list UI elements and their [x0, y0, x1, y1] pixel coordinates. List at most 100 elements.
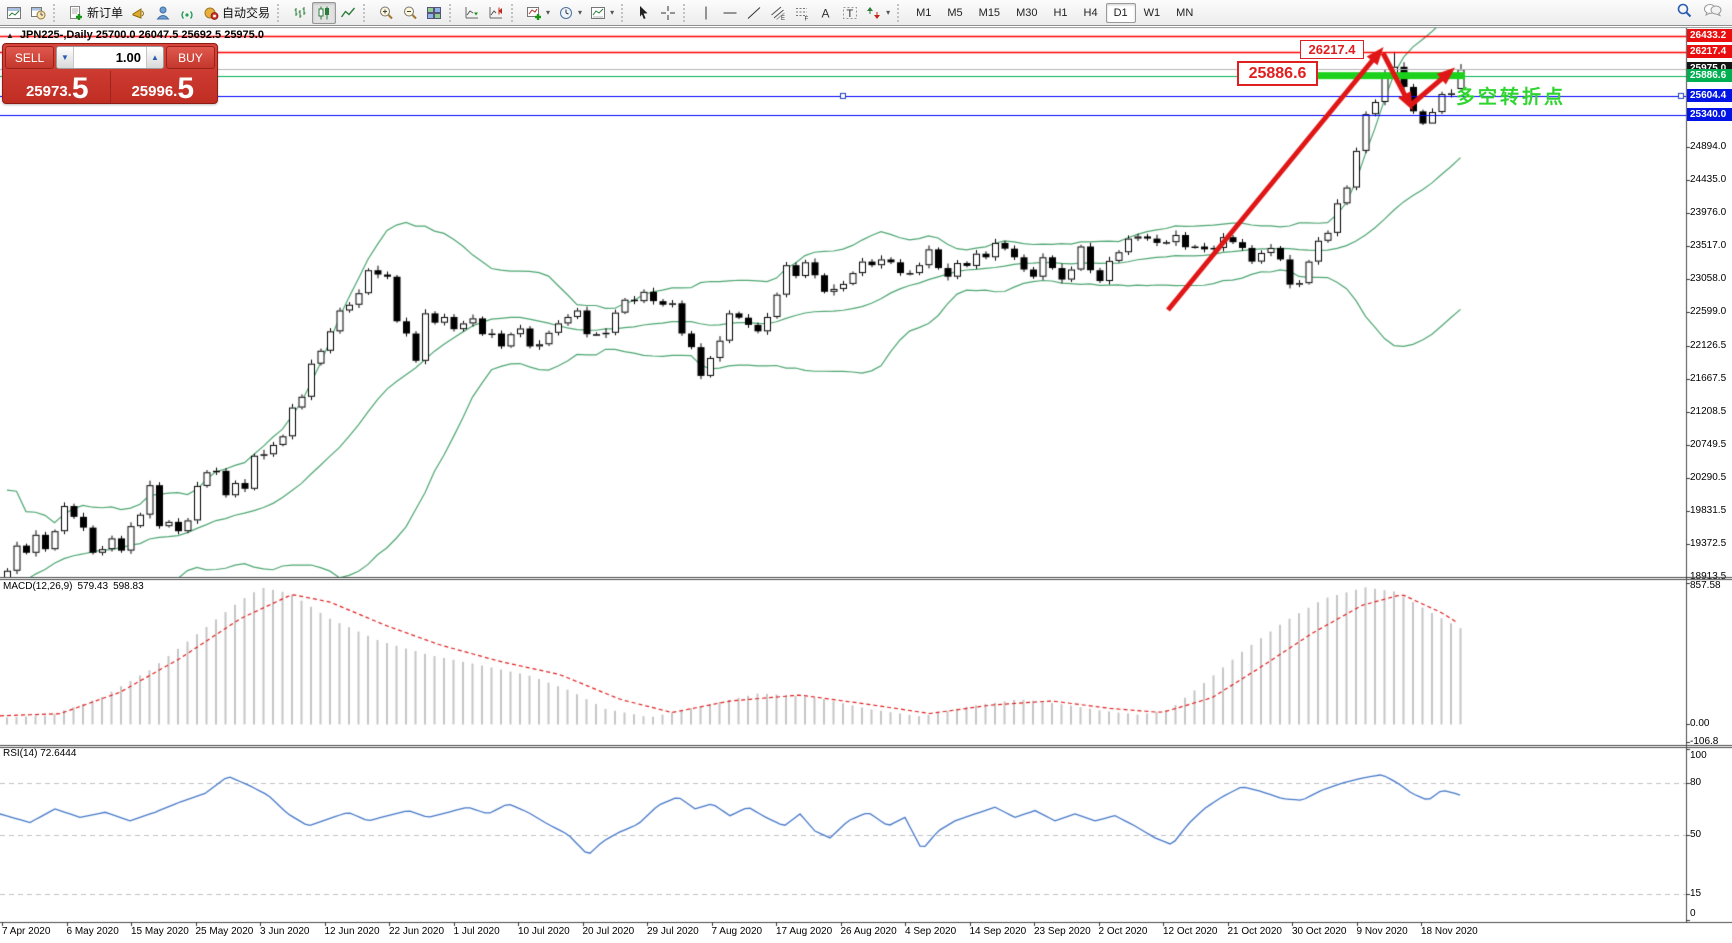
svg-text:E: E [781, 16, 785, 21]
price-tag: 25604.4 [1687, 88, 1732, 102]
profiles-icon [30, 5, 46, 21]
sell-price[interactable]: 25973. 5 [5, 71, 111, 106]
buy-button[interactable]: BUY [166, 46, 215, 69]
text-label-button[interactable]: T [838, 2, 862, 24]
crosshair-icon [660, 5, 676, 21]
tile-windows-button[interactable] [422, 2, 446, 24]
auto-scroll-button[interactable] [460, 2, 484, 24]
sell-price-dot: . [67, 83, 72, 100]
chart-title-text: JPN225-,Daily 25700.0 26047.5 25692.5 25… [19, 29, 264, 41]
sell-price-frac: 5 [71, 72, 89, 106]
autotrading-icon [203, 5, 219, 21]
candlestick-chart-icon [316, 5, 332, 21]
timeframe-h1-button[interactable]: H1 [1053, 6, 1068, 19]
template-icon [590, 5, 606, 21]
periods-button[interactable] [554, 2, 586, 24]
indicators-button[interactable] [522, 2, 554, 24]
crosshair-button[interactable] [656, 2, 680, 24]
trendline-button[interactable] [742, 2, 766, 24]
buy-price-dot: . [173, 83, 178, 100]
resistance-price-note[interactable]: 26217.4 [1300, 40, 1364, 59]
text-button[interactable]: A [814, 2, 838, 24]
svg-text:A: A [822, 6, 830, 20]
volume-decrease-button[interactable]: ▼ [57, 47, 74, 68]
chart-shift-button[interactable] [484, 2, 508, 24]
toolbar: 新订单 自动交易 [0, 0, 1732, 26]
new-order-icon [68, 5, 84, 21]
toolbar-grip [363, 3, 370, 22]
macd-name: MACD(12,26,9) [3, 581, 73, 592]
vertical-line-button[interactable] [694, 2, 718, 24]
line-chart-button[interactable] [336, 2, 360, 24]
toolbar-grip [277, 3, 284, 22]
timeframe-mn-button[interactable]: MN [1176, 6, 1194, 19]
market-horn-button[interactable] [127, 2, 151, 24]
cursor-button[interactable] [632, 2, 656, 24]
volume-spinner: ▼ 1.00 ▲ [56, 46, 164, 69]
bar-chart-icon [292, 5, 308, 21]
horizontal-line-icon [722, 5, 738, 21]
bull-bear-turning-point-note[interactable]: 多空转折点 [1456, 87, 1567, 108]
horizontal-line-button[interactable] [718, 2, 742, 24]
buy-price-frac: 5 [177, 72, 195, 106]
autotrading-label: 自动交易 [222, 6, 271, 20]
zoom-out-icon [402, 5, 418, 21]
toolbar-right [1676, 2, 1730, 24]
arrows-button[interactable] [862, 2, 894, 24]
autotrading-button[interactable]: 自动交易 [199, 2, 274, 24]
profiles-button[interactable] [26, 2, 50, 24]
macd-value-main: 579.43 [77, 581, 109, 592]
volume-input[interactable]: 1.00 [115, 50, 141, 65]
equidistant-channel-button[interactable]: E [766, 2, 790, 24]
timeframe-m5-button[interactable]: M5 [947, 6, 963, 19]
buy-price[interactable]: 25996. 5 [111, 71, 216, 106]
zoom-out-button[interactable] [398, 2, 422, 24]
timeframe-group: M1 M5 M15 M30 H1 H4 D1 W1 MN [908, 2, 1201, 23]
chart-title: ▲ JPN225-,Daily 25700.0 26047.5 25692.5 … [6, 29, 264, 41]
price-tag: 25340.0 [1687, 107, 1732, 121]
bar-chart-button[interactable] [288, 2, 312, 24]
sell-button[interactable]: SELL [5, 46, 54, 69]
timeframe-h4-button[interactable]: H4 [1083, 6, 1098, 19]
candlestick-chart-button[interactable] [312, 1, 337, 24]
person-icon [155, 5, 171, 21]
horn-icon [131, 5, 147, 21]
timeframe-m30-button[interactable]: M30 [1016, 6, 1038, 19]
timeframe-m1-button[interactable]: M1 [916, 6, 932, 19]
price-tag: 26217.4 [1687, 44, 1732, 58]
timeframe-w1-button[interactable]: W1 [1143, 6, 1161, 19]
indicators-icon [526, 5, 542, 21]
line-chart-icon [340, 5, 356, 21]
fibonacci-button[interactable]: F [790, 2, 814, 24]
community-button[interactable] [151, 2, 175, 24]
support-price-note[interactable]: 25886.6 [1237, 61, 1318, 86]
vertical-line-icon [698, 5, 714, 21]
chat-icon[interactable] [1703, 2, 1722, 23]
macd-indicator-label: MACD(12,26,9) 579.43 598.83 [3, 581, 144, 592]
search-icon[interactable] [1676, 2, 1693, 24]
panel-collapse-icon[interactable]: ▲ [6, 31, 14, 40]
sell-price-int: 25973 [25, 83, 68, 100]
macd-value-signal: 598.83 [113, 581, 144, 592]
volume-increase-button[interactable]: ▲ [146, 47, 163, 68]
signals-button[interactable] [175, 2, 199, 24]
text-icon: A [818, 5, 834, 21]
zoom-in-icon [378, 5, 394, 21]
toolbar-grip [621, 3, 628, 22]
chart-canvas[interactable] [0, 27, 1732, 943]
timeframe-d1-button[interactable]: D1 [1105, 2, 1136, 23]
new-order-button[interactable]: 新订单 [64, 2, 127, 24]
templates-button[interactable] [586, 2, 618, 24]
buy-price-int: 25996 [131, 83, 174, 100]
trade-panel-top-row: SELL ▼ 1.00 ▲ BUY [5, 46, 215, 69]
rsi-indicator-label: RSI(14) 72.6444 [3, 748, 77, 759]
toolbar-grip [897, 3, 904, 22]
fibonacci-icon: F [794, 5, 810, 21]
toolbar-grip [683, 3, 690, 22]
timeframe-m15-button[interactable]: M15 [978, 6, 1001, 19]
toolbar-grip [53, 3, 60, 22]
new-chart-button[interactable] [2, 2, 26, 24]
zoom-in-button[interactable] [374, 2, 398, 24]
auto-scroll-icon [464, 5, 480, 21]
